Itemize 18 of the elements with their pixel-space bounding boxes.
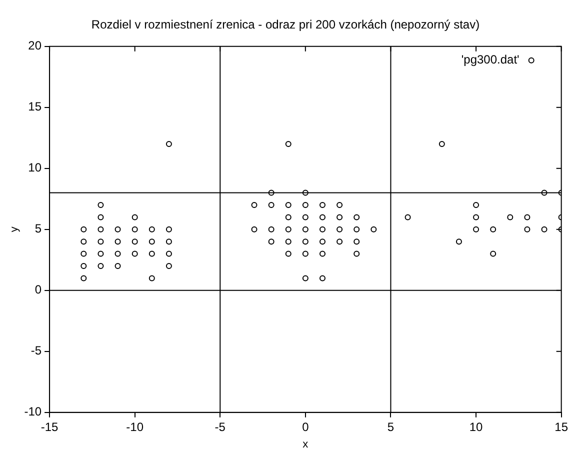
- x-tick-label: 15: [554, 420, 568, 434]
- x-axis-title: x: [302, 438, 309, 450]
- x-tick-label: -5: [214, 420, 226, 434]
- y-tick-label: 0: [34, 282, 42, 297]
- y-axis-title: y: [8, 226, 21, 232]
- x-tick-label: 5: [387, 420, 394, 434]
- y-tick-label: 20: [28, 38, 42, 53]
- legend-label: 'pg300.dat': [461, 52, 520, 67]
- x-tick-label: -15: [40, 420, 59, 434]
- y-tick-label: 15: [28, 100, 42, 114]
- y-tick-label: -10: [24, 404, 42, 419]
- chart-title: Rozdiel v rozmiestnení zrenica - odraz pri 200 vzorkách (nepozorný stav): [91, 18, 480, 32]
- y-tick-label: 10: [28, 160, 42, 175]
- x-tick-label: -10: [126, 420, 144, 434]
- y-tick-label: 5: [34, 222, 42, 236]
- x-tick-label: 0: [302, 420, 310, 434]
- x-tick-label: 10: [469, 420, 484, 434]
- y-tick-label: -5: [30, 344, 42, 358]
